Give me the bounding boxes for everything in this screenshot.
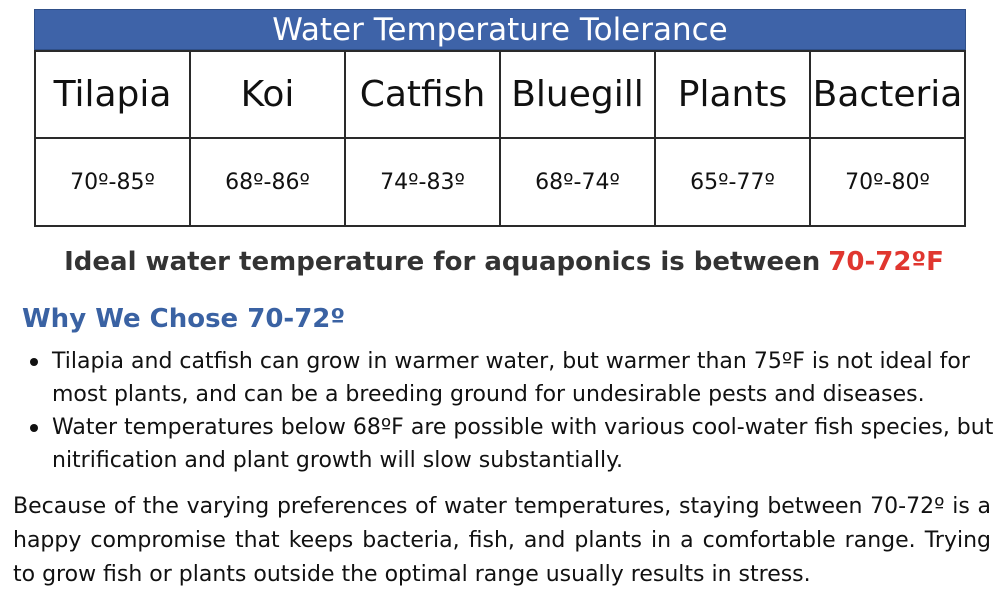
table-title: Water Temperature Tolerance (34, 9, 966, 50)
range-row: 70º-85º 68º-86º 74º-83º 68º-74º 65º-77º … (34, 137, 966, 227)
ideal-temperature-statement: Ideal water temperature for aquaponics i… (0, 247, 1008, 277)
list-item: Tilapia and catfish can grow in warmer w… (28, 345, 996, 411)
temperature-table: Water Temperature Tolerance Tilapia Koi … (34, 9, 966, 227)
list-item: Water temperatures below 68ºF are possib… (28, 411, 996, 477)
species-cell: Tilapia (34, 50, 191, 139)
reasons-list: Tilapia and catfish can grow in warmer w… (28, 345, 996, 477)
species-cell: Plants (654, 50, 811, 139)
temperature-grid: Tilapia Koi Catfish Bluegill Plants Bact… (34, 50, 966, 227)
bullet-icon (30, 358, 38, 366)
range-cell: 74º-83º (344, 137, 501, 227)
species-cell: Koi (189, 50, 346, 139)
ideal-range-highlight: 70-72ºF (828, 247, 944, 277)
list-item-text: Tilapia and catfish can grow in warmer w… (52, 349, 970, 407)
species-cell: Bacteria (809, 50, 966, 139)
range-cell: 68º-74º (499, 137, 656, 227)
species-cell: Bluegill (499, 50, 656, 139)
why-heading: Why We Chose 70-72º (22, 304, 346, 334)
range-cell: 65º-77º (654, 137, 811, 227)
summary-paragraph: Because of the varying preferences of wa… (13, 494, 991, 587)
range-cell: 70º-85º (34, 137, 191, 227)
range-cell: 68º-86º (189, 137, 346, 227)
species-header-row: Tilapia Koi Catfish Bluegill Plants Bact… (34, 50, 966, 139)
ideal-text: Ideal water temperature for aquaponics i… (64, 247, 821, 277)
range-cell: 70º-80º (809, 137, 966, 227)
list-item-text: Water temperatures below 68ºF are possib… (52, 415, 994, 473)
bullet-icon (30, 424, 38, 432)
species-cell: Catfish (344, 50, 501, 139)
